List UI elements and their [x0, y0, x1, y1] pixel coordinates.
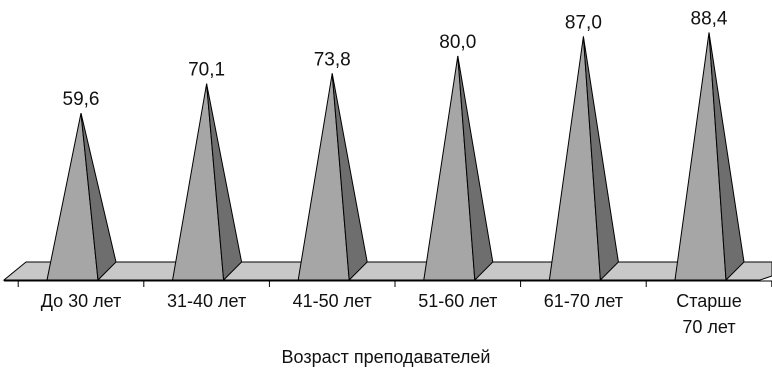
pyramid-bar	[423, 55, 494, 282]
value-label: 59,6	[63, 89, 100, 110]
value-label: 73,8	[314, 49, 351, 70]
pyramid-bar	[548, 36, 619, 282]
category-labels: До 30 лет 31-40 лет 41-50 лет 51-60 лет 61-7…	[41, 291, 742, 337]
category-label: 61-70 лет	[544, 291, 623, 311]
value-label: 70,1	[188, 60, 225, 81]
pyramid-bar	[172, 83, 243, 282]
value-label: 87,0	[565, 12, 602, 33]
category-label: 51-60 лет	[418, 291, 497, 311]
pyramid-side-face	[80, 112, 117, 282]
category-label: 41-50 лет	[293, 291, 372, 311]
pyramid-bar	[674, 32, 745, 282]
chart-floor-layer	[2, 261, 772, 281]
category-label: Старше	[676, 291, 742, 311]
chart-floor	[2, 261, 772, 281]
x-axis	[4, 280, 772, 287]
category-label: До 30 лет	[41, 291, 122, 311]
x-axis-title: Возраст преподавателей	[282, 347, 491, 367]
pyramid-side-face	[206, 83, 243, 282]
pyramid-side-face	[708, 32, 745, 282]
value-label: 80,0	[439, 32, 476, 53]
category-label: 31-40 лет	[167, 291, 246, 311]
pyramid-side-face	[331, 73, 368, 282]
pyramid-bar	[46, 112, 117, 282]
value-label: 88,4	[691, 9, 728, 30]
pyramid-side-face	[582, 36, 619, 282]
category-label: 70 лет	[682, 317, 735, 337]
pyramid-series	[46, 32, 745, 282]
pyramid-side-face	[457, 55, 494, 282]
pyramid-bar	[297, 73, 368, 282]
value-labels: 59,6 70,1 73,8 80,0 87,0 88,4	[63, 9, 728, 111]
